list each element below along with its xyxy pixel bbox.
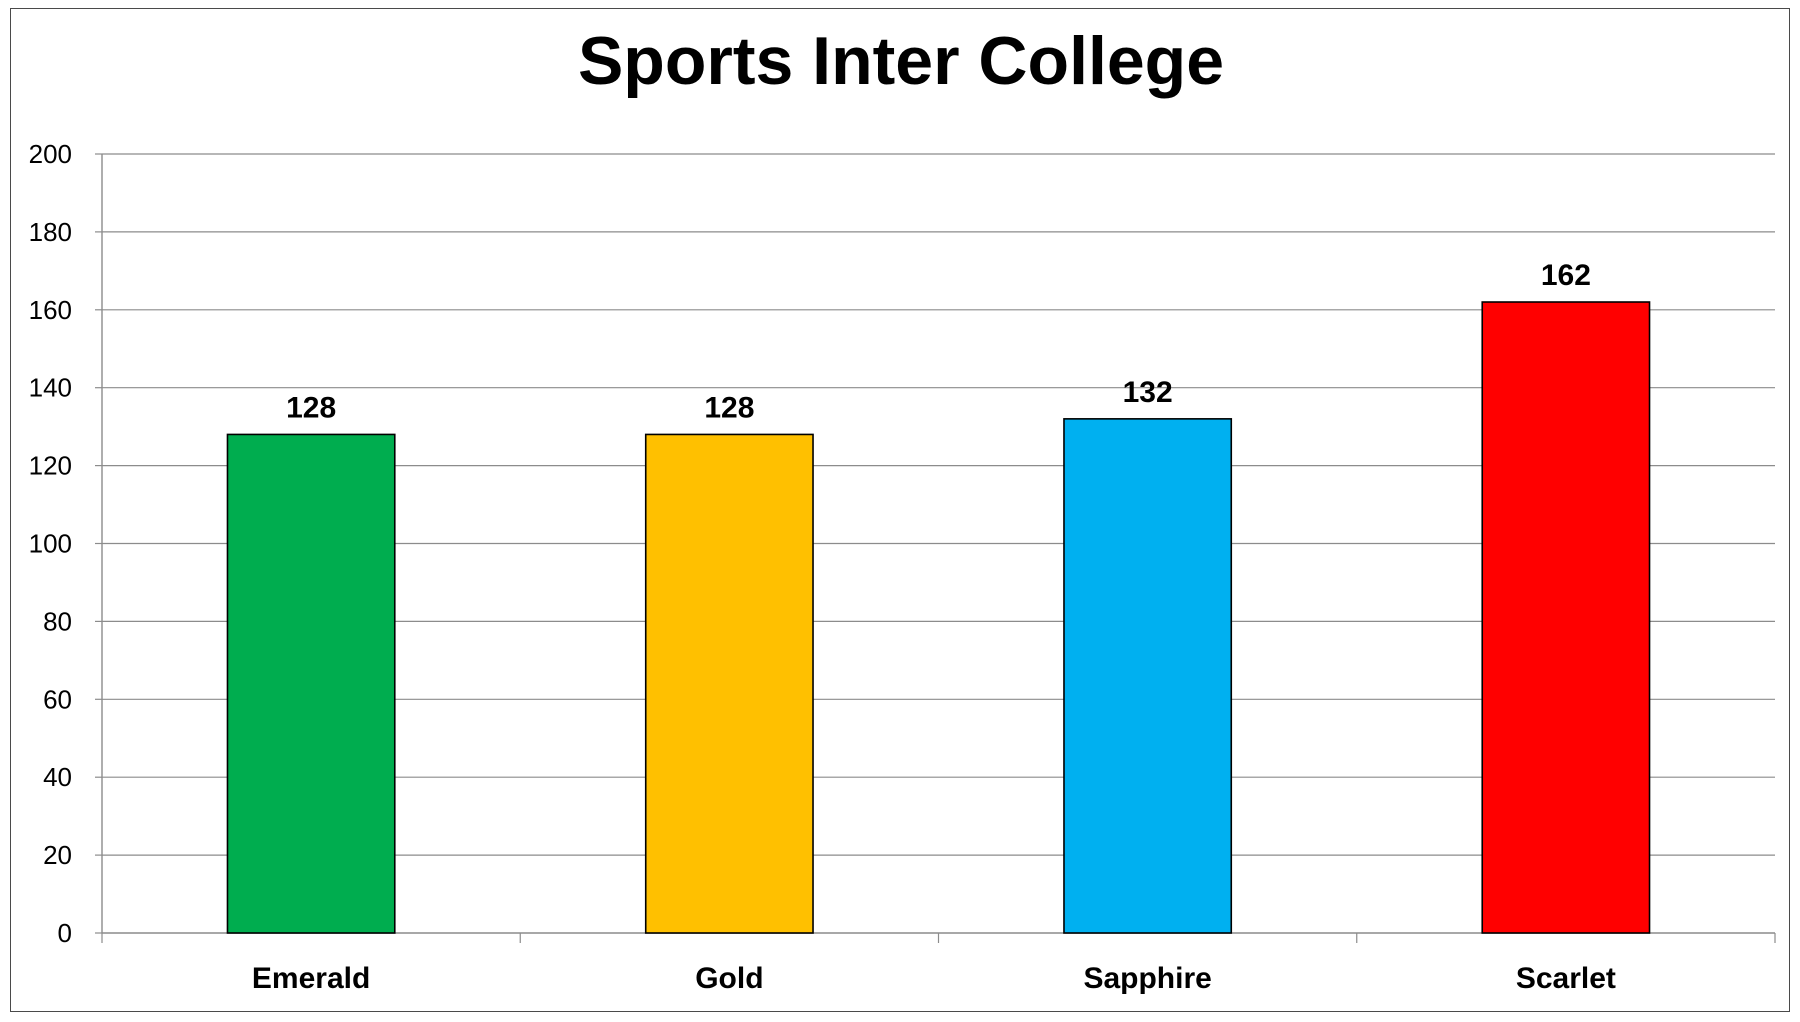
y-tick-label: 200 [29, 139, 72, 169]
bar-emerald [226, 433, 396, 934]
axes: 0 20 40 60 80 100 120 140 160 180 200 Emerald Gold Sa… [29, 139, 1776, 995]
y-tick-label: 0 [58, 918, 72, 948]
bars [226, 301, 1651, 934]
x-tick-label-gold: Gold [695, 962, 763, 995]
x-tick-label-emerald: Emerald [252, 962, 370, 995]
data-label-gold: 128 [704, 391, 754, 424]
bar-scarlet [1481, 301, 1651, 934]
chart-title: Sports Inter College [578, 23, 1224, 99]
y-tick-label: 80 [43, 606, 72, 636]
data-label-sapphire: 132 [1123, 376, 1173, 409]
y-tick-label: 120 [29, 451, 72, 481]
bar-sapphire [1063, 418, 1233, 934]
y-tick-label: 100 [29, 529, 72, 559]
x-tick-label-scarlet: Scarlet [1516, 962, 1616, 995]
x-tick-label-sapphire: Sapphire [1083, 962, 1211, 995]
y-tick-label: 180 [29, 217, 72, 247]
bar-chart: Sports Inter College 0 20 40 60 80 100 120 140 1… [29, 23, 1776, 995]
y-tick-label: 40 [43, 762, 72, 792]
bar-gold [644, 433, 814, 934]
chart-frame: Sports Inter College 0 20 40 60 80 100 120 140 1… [10, 8, 1790, 1012]
y-tick-label: 60 [43, 684, 72, 714]
y-tick-label: 160 [29, 295, 72, 325]
data-label-scarlet: 162 [1541, 259, 1591, 292]
y-tick-label: 140 [29, 373, 72, 403]
data-labels: 128 128 132 162 [286, 259, 1591, 424]
y-tick-label: 20 [43, 840, 72, 870]
data-label-emerald: 128 [286, 391, 336, 424]
